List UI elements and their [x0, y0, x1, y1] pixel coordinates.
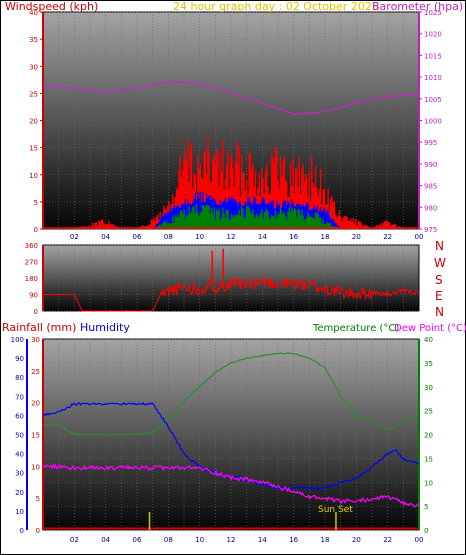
direction-y-tick-label: 360	[25, 242, 38, 250]
humidity-y-tick-label: 0	[20, 527, 24, 535]
wind-y-tick-label: 10	[29, 172, 38, 180]
temperature-x-tick-label: 20	[352, 536, 361, 544]
temperature-x-tick-label: 00	[415, 536, 424, 544]
temperature-label: Temperature (°C)	[312, 323, 399, 334]
temperature-y-tick-label: 5	[424, 503, 428, 511]
barometer-label: Barometer (hpa)	[372, 0, 463, 13]
direction-y-tick-label: 180	[25, 275, 38, 283]
barometer-y-tick-label: 1000	[424, 118, 442, 126]
sunset-annotation: Sun Set	[318, 505, 353, 515]
temperature-y-tick-label: 30	[424, 384, 433, 392]
humidity-y-tick-label: 80	[15, 374, 24, 382]
wind-y-tick-label: 15	[29, 145, 38, 153]
temperature-x-tick-label: 14	[258, 536, 267, 544]
temperature-y-tick-label: 10	[424, 479, 433, 487]
wind-x-tick-label: 22	[383, 233, 392, 241]
temperature-x-tick-label: 06	[133, 536, 142, 544]
rain-y-tick-label: 20	[31, 400, 40, 408]
windspeed-label: Windspeed (kph)	[5, 0, 98, 13]
barometer-y-tick-label: 1025	[424, 9, 442, 17]
wind-x-tick-label: 10	[195, 233, 204, 241]
barometer-y-tick-label: 1010	[424, 74, 442, 82]
wind-x-tick-label: 18	[321, 233, 330, 241]
humidity-y-tick-label: 100	[11, 336, 24, 344]
barometer-y-tick-label: 985	[424, 183, 437, 191]
wind-x-tick-label: 02	[70, 233, 79, 241]
wind-y-tick-label: 5	[34, 199, 38, 207]
axes: 0510152025303540975980985990995100010051…	[11, 9, 442, 544]
wind-y-tick-label: 20	[29, 118, 38, 126]
temperature-x-tick-label: 10	[195, 536, 204, 544]
humidity-y-tick-label: 10	[15, 508, 24, 516]
rain-y-tick-label: 25	[31, 368, 40, 376]
temperature-y-tick-label: 25	[424, 408, 433, 416]
compass-w: W	[434, 256, 446, 270]
compass-e: E	[435, 289, 443, 303]
rain-y-tick-label: 0	[36, 527, 40, 535]
wind-y-tick-label: 0	[34, 226, 38, 234]
direction-y-tick-label: 0	[34, 308, 38, 316]
barometer-y-tick-label: 995	[424, 139, 437, 147]
wind-direction-line	[43, 276, 420, 312]
wind-x-tick-label: 14	[258, 233, 267, 241]
temperature-y-tick-label: 35	[424, 360, 433, 368]
wind-x-tick-label: 06	[133, 233, 142, 241]
barometer-y-tick-label: 990	[424, 161, 437, 169]
barometer-y-tick-label: 1020	[424, 31, 442, 39]
dewpoint-line	[42, 463, 420, 508]
humidity-y-tick-label: 20	[15, 489, 24, 497]
data-marks	[42, 80, 420, 530]
humidity-y-tick-label: 60	[15, 412, 24, 420]
rain-y-tick-label: 15	[31, 432, 40, 440]
humidity-y-tick-label: 50	[15, 432, 24, 440]
wind-x-tick-label: 20	[352, 233, 361, 241]
barometer-y-tick-label: 975	[424, 226, 437, 234]
temperature-x-tick-label: 12	[227, 536, 236, 544]
wind-y-tick-label: 30	[29, 63, 38, 71]
wind-y-tick-label: 25	[29, 90, 38, 98]
temperature-x-tick-label: 22	[383, 536, 392, 544]
temperature-x-tick-label: 04	[101, 536, 110, 544]
humidity-y-tick-label: 90	[15, 355, 24, 363]
gridlines	[43, 11, 419, 531]
direction-y-tick-label: 90	[29, 292, 38, 300]
compass-n-top: N	[435, 239, 444, 253]
humidity-y-tick-label: 30	[15, 470, 24, 478]
wind-x-tick-label: 08	[164, 233, 173, 241]
rain-y-tick-label: 30	[31, 336, 40, 344]
barometer-y-tick-label: 1015	[424, 52, 442, 60]
graph-title: 24 hour graph day : 02 October 2025	[173, 0, 379, 13]
compass-s: S	[435, 273, 443, 287]
barometer-y-tick-label: 980	[424, 204, 437, 212]
direction-y-tick-label: 270	[25, 259, 38, 267]
temperature-y-tick-label: 15	[424, 455, 433, 463]
humidity-line	[42, 401, 420, 490]
temperature-y-tick-label: 20	[424, 432, 433, 440]
dewpoint-label: Dew Point (°C)	[394, 323, 466, 334]
temperature-x-tick-label: 18	[321, 536, 330, 544]
wind-x-tick-label: 00	[415, 233, 424, 241]
wind-y-tick-label: 35	[29, 36, 38, 44]
rain-y-tick-label: 10	[31, 463, 40, 471]
humidity-label: Humidity	[80, 321, 130, 334]
wind-y-tick-label: 40	[29, 9, 38, 17]
humidity-y-tick-label: 40	[15, 451, 24, 459]
wind-x-tick-label: 04	[101, 233, 110, 241]
barometer-y-tick-label: 1005	[424, 96, 442, 104]
temperature-y-tick-label: 40	[424, 336, 433, 344]
temperature-x-tick-label: 16	[289, 536, 298, 544]
compass-n-bottom: N	[435, 305, 444, 319]
temperature-x-tick-label: 08	[164, 536, 173, 544]
wind-x-tick-label: 16	[289, 233, 298, 241]
temperature-y-tick-label: 0	[424, 527, 428, 535]
wind-x-tick-label: 12	[227, 233, 236, 241]
temperature-line	[42, 352, 420, 436]
rainfall-label: Rainfall (mm)	[2, 321, 76, 334]
temperature-x-tick-label: 02	[70, 536, 79, 544]
humidity-y-tick-label: 70	[15, 393, 24, 401]
barometer-line	[42, 80, 420, 115]
rain-y-tick-label: 5	[36, 495, 40, 503]
